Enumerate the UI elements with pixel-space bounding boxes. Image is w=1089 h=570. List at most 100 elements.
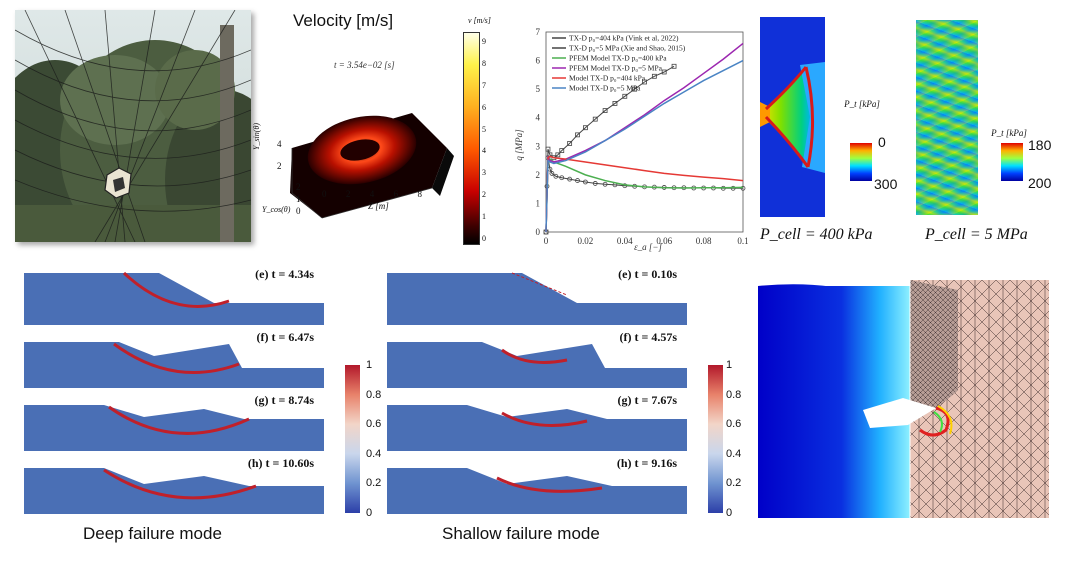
slope-frame: (e) t = 0.10s	[387, 265, 687, 325]
series-marker	[661, 69, 667, 75]
velocity-v-axis-label: Y_sin(θ)	[252, 122, 261, 150]
series-marker	[549, 171, 555, 176]
slope-geometry	[24, 342, 324, 388]
cb-tick-3: 3	[482, 168, 486, 178]
stress-strain-chart: 0 0.02 0.04 0.06 0.08 0.1 0 1 2 3 4 5 6 7 TX-D p₀=404…	[514, 27, 748, 252]
z-tick-2: 2	[345, 189, 351, 199]
pressure-right-unit: P_t [kPa]	[991, 128, 1027, 138]
deep-cb-tick-0.4: 0.4	[366, 447, 382, 460]
legend-label: Model TX-D p₀=404 kPa	[569, 74, 646, 83]
slope-body	[24, 273, 324, 325]
series-marker	[583, 179, 588, 185]
velocity-v-ticks: 4 2	[277, 139, 282, 171]
x-tick-label: 0.08	[696, 236, 712, 246]
pressure-field-400kpa	[760, 17, 825, 217]
slope-body	[24, 405, 324, 451]
rockfall-net-photo	[0, 9, 285, 270]
shallow-cb-tick-0.6: 0.6	[726, 418, 742, 431]
shallow-cb-tick-0: 0	[726, 506, 733, 519]
velocity-z-ticks: 0 2 4 6 8	[322, 189, 422, 199]
cb-tick-7: 7	[482, 80, 486, 90]
series-line	[545, 155, 744, 233]
slope-geometry	[387, 405, 687, 451]
failure-band	[103, 468, 257, 500]
slope-frame: (f) t = 4.57s	[387, 328, 687, 388]
y-tick-label: 6	[536, 56, 541, 66]
series-marker	[642, 79, 647, 85]
failure-band	[108, 405, 250, 435]
z-tick-4: 4	[369, 189, 375, 199]
pressure-left-unit: P_t [kPa]	[844, 99, 880, 109]
chart-ylabel: q [MPa]	[514, 129, 524, 161]
penetration-mesh-panel	[758, 280, 1049, 518]
pressure-right-bottom-value: 200	[1028, 175, 1052, 191]
series-line	[545, 157, 743, 233]
shallow-failure-caption: Shallow failure mode	[442, 524, 600, 543]
pressure-left-colorbar	[850, 143, 872, 181]
legend-label: TX-D p₀=5 MPa (Xie and Shao, 2015)	[569, 44, 686, 53]
x-tick-label: 0.04	[617, 236, 633, 246]
x-tick-label: 0	[544, 236, 549, 246]
velocity-y-axis-label: Y_cos(θ)	[262, 205, 291, 214]
pressure-left-bottom-value: 300	[874, 176, 898, 192]
frame-time-label: (g) t = 8.74s	[254, 393, 315, 407]
slope-frame: (e) t = 4.34s	[24, 265, 324, 325]
series-line	[545, 59, 744, 233]
velocity-z-axis-label: Z [m]	[368, 201, 389, 211]
cb-tick-4: 4	[482, 146, 486, 156]
frame-time-label: (g) t = 7.67s	[617, 393, 678, 407]
failure-band	[113, 342, 240, 374]
slope-frame: (h) t = 9.16s	[387, 454, 687, 514]
x-tick-label: 0.06	[656, 236, 672, 246]
slope-frame: (f) t = 6.47s	[24, 328, 324, 388]
deep-cb-tick-0.6: 0.6	[366, 418, 382, 431]
series-marker	[651, 73, 657, 79]
frame-time-label: (f) t = 6.47s	[256, 330, 315, 344]
series-marker	[559, 175, 565, 181]
slope-frame: (g) t = 8.74s	[24, 391, 324, 451]
frame-time-label: (e) t = 4.34s	[255, 267, 314, 281]
velocity-colorbar-label: v [m/s]	[468, 16, 491, 25]
series-marker	[671, 63, 677, 69]
deep-cb-tick-0.2: 0.2	[366, 477, 382, 490]
slope-geometry	[387, 272, 687, 325]
velocity-3d-plot	[290, 113, 454, 219]
y-tick-label: 7	[536, 27, 541, 37]
deep-cb-tick-0.8: 0.8	[366, 388, 382, 401]
cb-tick-8: 8	[482, 58, 486, 68]
slope-body	[24, 468, 324, 514]
slope-geometry	[387, 468, 687, 514]
series-line	[545, 157, 744, 233]
series-marker	[592, 181, 598, 186]
shallow-colorbar-ticks: 1 0.8 0.6 0.4 0.2 0	[726, 359, 741, 519]
y-tick-label: 2	[536, 170, 541, 180]
cb-tick-5: 5	[482, 124, 486, 134]
legend-label: PFEM Model TX-D p₀=400 kPa	[569, 54, 667, 63]
series-marker	[553, 173, 559, 179]
failure-band	[501, 411, 588, 427]
series-marker	[602, 181, 608, 187]
deep-colorbar	[345, 365, 360, 513]
series-marker	[555, 152, 561, 158]
x-tick-label: 0.02	[578, 236, 594, 246]
slope-geometry	[24, 405, 324, 451]
pressure-field-5mpa-overlay	[916, 20, 978, 215]
cb-tick-9: 9	[482, 37, 486, 46]
series-marker	[545, 146, 551, 152]
cb-tick-2: 2	[482, 190, 486, 200]
pressure-right-caption: P_cell = 5 MPa	[925, 226, 1028, 243]
frame-time-label: (f) t = 4.57s	[619, 330, 678, 344]
deep-failure-caption: Deep failure mode	[83, 524, 222, 543]
slope-body	[387, 342, 687, 388]
frame-time-label: (e) t = 0.10s	[618, 267, 677, 281]
series-marker	[567, 176, 573, 182]
velocity-time-label: t = 3.54e−02 [s]	[334, 60, 395, 70]
chart-frame	[545, 31, 744, 233]
y-tick-label: 3	[536, 141, 541, 151]
y-tick-1: 1	[296, 194, 301, 204]
slope-frame: (h) t = 10.60s	[24, 454, 324, 514]
shallow-cb-tick-0.2: 0.2	[726, 477, 742, 490]
pressure-right-colorbar	[1001, 143, 1023, 181]
series-marker	[602, 108, 608, 113]
slope-body	[24, 342, 324, 388]
